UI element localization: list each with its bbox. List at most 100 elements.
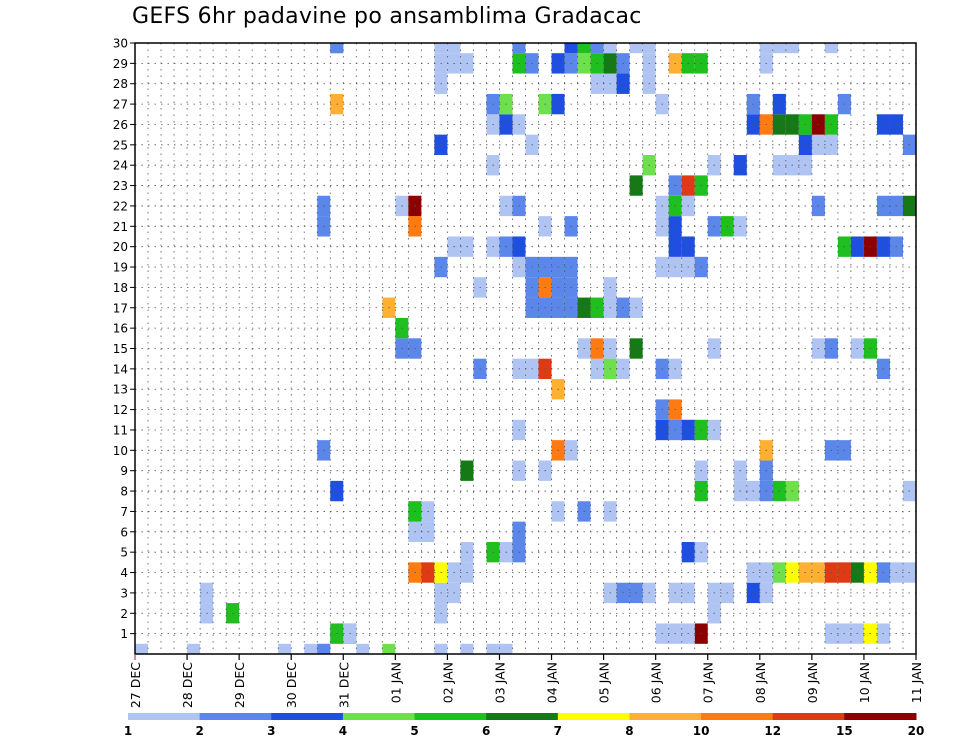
y-tick-label: 15 [113,342,128,356]
heatmap-cell [824,43,838,54]
x-tick-label: 08 JAN [753,662,768,703]
colorbar-swatch [199,713,272,720]
heatmap-cell [434,43,448,54]
y-tick-label: 25 [113,138,128,152]
y-tick-label: 12 [113,403,128,417]
x-tick-label: 29 DEC [232,662,247,708]
colorbar-swatch [844,713,917,720]
x-tick-label: 31 DEC [336,662,351,708]
heatmap-cell [603,43,617,54]
colorbar-label: 8 [625,724,633,738]
y-tick-label: 2 [120,607,128,621]
y-tick-label: 22 [113,199,128,213]
colorbar-label: 2 [195,724,203,738]
heatmap-cell [460,643,474,654]
colorbar-swatch [701,713,774,720]
colorbar-swatch [342,713,416,720]
x-tick-label: 03 JAN [493,662,508,703]
colorbar-swatch [557,713,630,720]
y-tick-label: 24 [113,159,128,173]
x-tick-label: 05 JAN [597,662,612,703]
colorbar-label: 20 [908,724,925,738]
heatmap-cell [642,43,656,54]
heatmap-cell [499,643,513,654]
x-tick-label: 02 JAN [440,662,455,703]
colorbar-swatch [629,713,702,720]
heatmap-cell [512,43,526,54]
x-tick-label: 09 JAN [805,662,820,703]
heatmap-cell [434,643,448,654]
x-axis: 27 DEC 28 DEC 29 DEC 30 DEC 31 DEC 01 JAN 02 J… [128,654,924,708]
y-tick-label: 27 [113,98,128,112]
chart-title: GEFS 6hr padavine po ansamblima Gradacac [132,4,642,29]
y-tick-label: 1 [120,627,128,641]
x-tick-label: 10 JAN [857,662,872,703]
colorbar-label: 10 [693,724,710,738]
cell-layer [135,43,916,654]
y-tick-label: 5 [120,546,128,560]
heatmap-cell [629,43,643,54]
x-tick-label: 06 JAN [649,662,664,703]
heatmap-cell [486,643,500,654]
colorbar-label: 6 [482,724,490,738]
y-tick-label: 16 [113,322,128,336]
colorbar-label: 7 [554,724,562,738]
x-tick-label: 28 DEC [180,662,195,708]
y-tick-label: 14 [113,362,128,376]
heatmap-cell [382,643,396,654]
y-tick-label: 29 [113,57,128,71]
heatmap-cell [447,43,461,54]
colorbar-swatch [486,713,559,720]
x-tick-label: 01 JAN [388,662,403,703]
heatmap-cell [356,643,370,654]
y-tick-label: 11 [113,423,128,437]
heatmap-cell [759,43,773,54]
y-tick-label: 8 [120,485,128,499]
y-tick-label: 17 [113,301,128,315]
heatmap-cell [317,643,331,654]
y-tick-label: 23 [113,179,128,193]
y-tick-label: 9 [120,464,128,478]
colorbar-swatch [414,713,487,720]
y-tick-label: 4 [120,566,128,580]
colorbar: 1 2 3 4 5 6 7 8 10 12 15 20 [124,713,925,738]
colorbar-swatch [772,713,845,720]
x-tick-label: 27 DEC [128,662,143,708]
y-axis: 1234567891011121314151617181920212223242… [113,37,135,641]
heatmap-cell [135,643,149,654]
y-tick-label: 10 [113,444,128,458]
colorbar-label: 4 [339,724,347,738]
x-tick-label: 11 JAN [909,662,924,703]
heatmap-cell [330,43,344,54]
y-tick-label: 13 [113,383,128,397]
heatmap-cell [577,43,591,54]
colorbar-swatch [128,713,201,720]
heatmap-cell [590,43,604,54]
colorbar-label: 3 [267,724,275,738]
x-tick-label: 07 JAN [701,662,716,703]
colorbar-swatch [271,713,344,720]
y-tick-label: 26 [113,118,128,132]
colorbar-label: 12 [764,724,781,738]
heatmap-cell [278,643,292,654]
y-tick-label: 20 [113,240,128,254]
y-tick-label: 19 [113,261,128,275]
y-tick-label: 28 [113,77,128,91]
heatmap-cell [785,43,799,54]
heatmap-cell [772,43,786,54]
colorbar-label: 15 [836,724,853,738]
y-tick-label: 6 [120,525,128,539]
y-tick-label: 7 [120,505,128,519]
heatmap-cell [304,643,318,654]
y-tick-label: 30 [113,37,128,51]
colorbar-label: 5 [410,724,418,738]
x-tick-label: 30 DEC [284,662,299,708]
x-tick-label: 04 JAN [545,662,560,703]
grid-layer [135,43,916,654]
y-tick-label: 3 [120,586,128,600]
y-tick-label: 18 [113,281,128,295]
y-tick-label: 21 [113,220,128,234]
heatmap-cell [564,43,578,54]
heatmap-cell [187,643,201,654]
